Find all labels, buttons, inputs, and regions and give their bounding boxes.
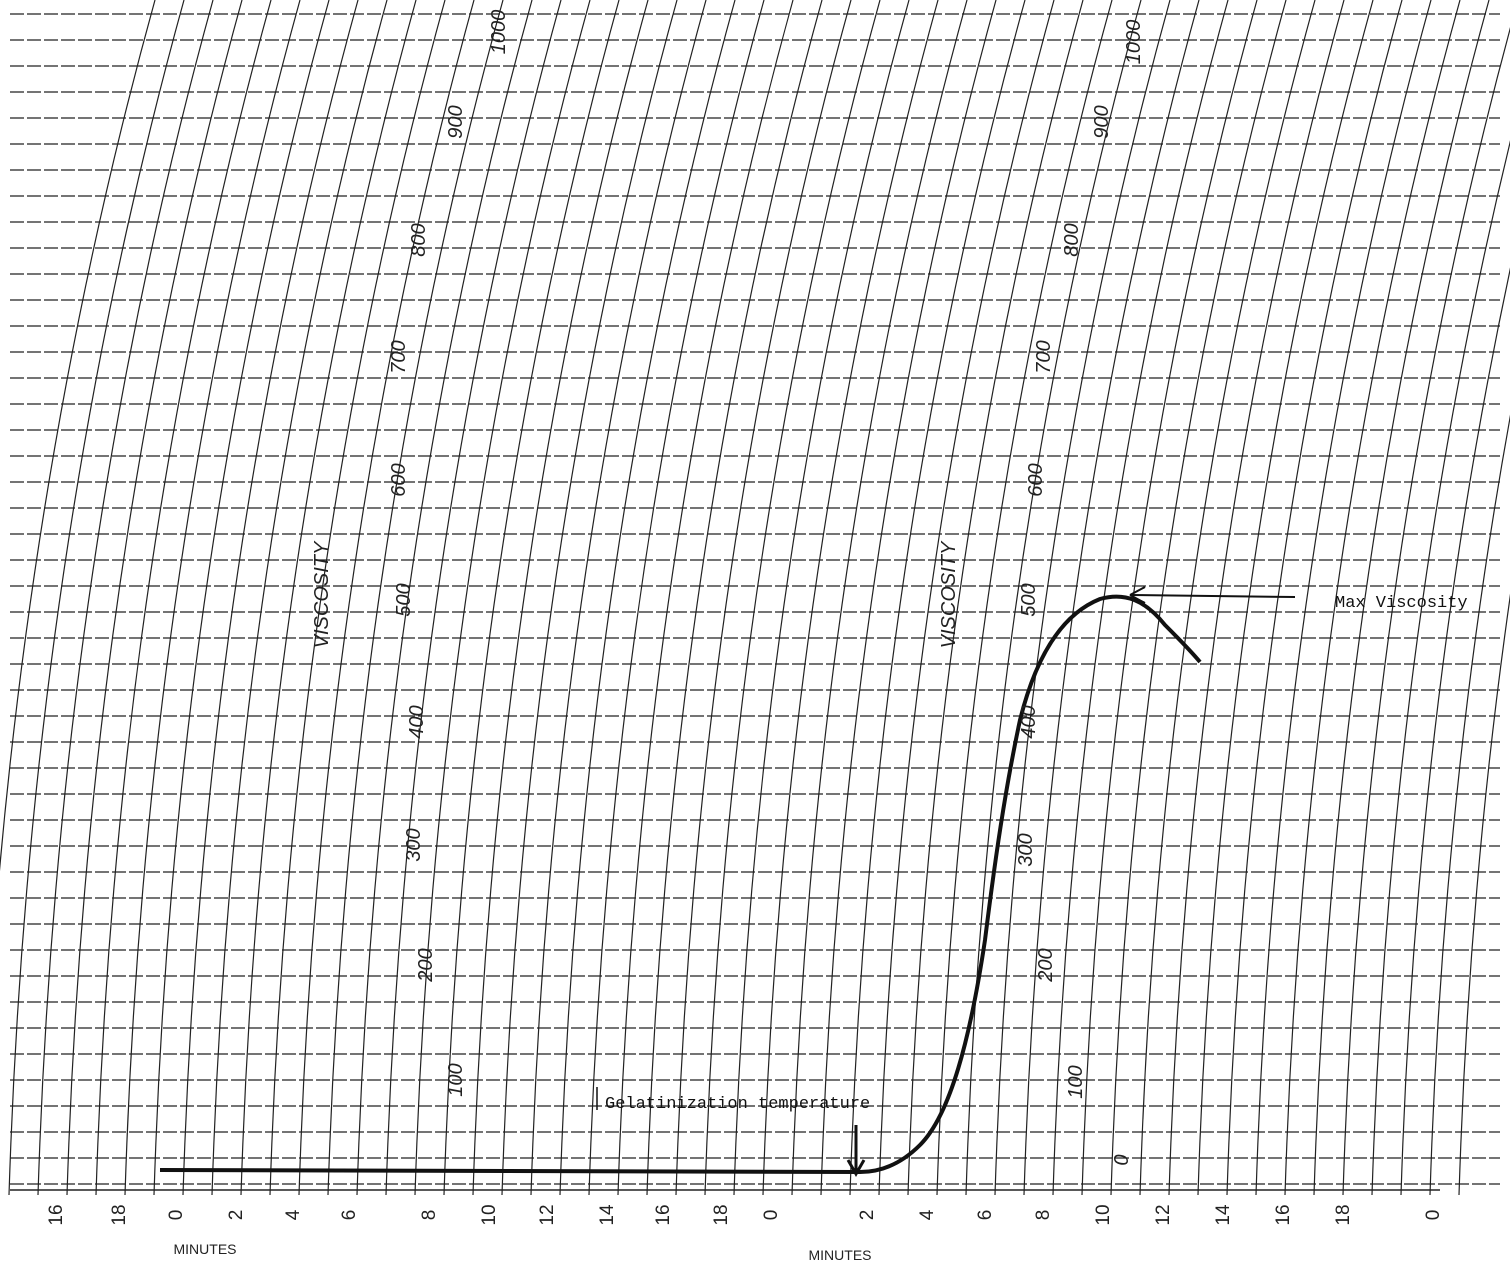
minute-tick-label: 10 <box>479 1204 500 1225</box>
viscosity-scale-label: 100 <box>1065 1065 1087 1098</box>
minute-tick-label: 4 <box>283 1209 304 1220</box>
arc-grid-line <box>502 0 677 1195</box>
arc-grid-line <box>531 0 706 1195</box>
viscosity-scale-label: 400 <box>1018 705 1040 738</box>
arc-grid-line <box>67 0 242 1195</box>
minute-tick-label: 6 <box>975 1210 996 1221</box>
arc-grid-line <box>0 0 155 1195</box>
arc-grid-line <box>1053 0 1228 1195</box>
minute-tick-label: 18 <box>109 1204 130 1225</box>
minute-tick-label: 14 <box>597 1204 618 1226</box>
minute-tick-label: 2 <box>226 1210 247 1221</box>
viscosity-scale-label: 200 <box>1035 948 1057 982</box>
minute-tick-label: 18 <box>711 1204 732 1225</box>
minute-tick-label: 16 <box>46 1204 67 1225</box>
arc-grid-line <box>560 0 735 1195</box>
minute-tick-label: 16 <box>1273 1204 1294 1225</box>
max-arrow <box>1130 595 1295 597</box>
minute-tick-label: 4 <box>917 1209 938 1220</box>
arc-grid-line <box>9 0 184 1195</box>
minute-tick-label: 18 <box>1333 1204 1354 1225</box>
viscosity-scale-label: 300 <box>403 828 425 861</box>
minute-tick-label: 14 <box>1213 1204 1234 1226</box>
viscosity-scale-label: 500 <box>393 583 415 616</box>
viscosity-scale-label: 100 <box>445 1063 467 1096</box>
arc-grid-line <box>125 0 300 1195</box>
arc-grid-line <box>618 0 793 1195</box>
max-label: Max Viscosity <box>1335 594 1468 613</box>
arc-grid-line <box>763 0 938 1195</box>
viscosity-scale-label: 200 <box>415 948 437 982</box>
gel-label: Gelatinization temperature <box>605 1095 870 1114</box>
arc-grid-line <box>473 0 648 1195</box>
viscosity-scale-label: 1000 <box>488 10 510 55</box>
arc-grid-line <box>270 0 445 1195</box>
arc-grid-line <box>38 0 213 1195</box>
minute-tick-label: 0 <box>1423 1210 1444 1221</box>
viscosity-scale-label: 600 <box>388 463 410 496</box>
viscosity-scale-label: 300 <box>1015 833 1037 866</box>
viscosity-axis-label: VISCOSITY <box>311 540 333 648</box>
viscosity-scale-label: 1000 <box>1123 20 1145 65</box>
viscosity-scale-label: 500 <box>1018 583 1040 616</box>
arc-grid-line <box>415 0 590 1195</box>
arc-grid-line <box>647 0 822 1195</box>
minute-tick-label: 2 <box>857 1210 878 1221</box>
viscosity-scale-label: 700 <box>1033 340 1055 373</box>
viscosity-scale-label: 900 <box>1091 105 1113 138</box>
minute-tick-label: 6 <box>339 1210 360 1221</box>
amylograph-chart: Max Viscosity Gelatinization temperature… <box>0 0 1510 1274</box>
arc-grid-line <box>357 0 532 1195</box>
minute-tick-label: 10 <box>1093 1204 1114 1225</box>
viscosity-axis-label: VISCOSITY <box>938 540 960 648</box>
arc-grid-line <box>96 0 271 1195</box>
labels: 1002003004005006007008009001000010020030… <box>46 10 1444 1263</box>
minutes-caption: MINUTES <box>809 1247 872 1263</box>
arc-grid-line <box>705 0 880 1195</box>
arc-grid-line <box>908 0 1083 1195</box>
minute-tick-label: 12 <box>1153 1204 1174 1225</box>
minute-tick-label: 16 <box>653 1204 674 1225</box>
minute-tick-label: 0 <box>166 1210 187 1221</box>
arc-grid-line <box>154 0 329 1195</box>
minutes-caption: MINUTES <box>174 1241 237 1257</box>
viscosity-scale-label: 400 <box>406 705 428 738</box>
minute-tick-label: 0 <box>761 1210 782 1221</box>
viscosity-scale-label: 800 <box>408 223 430 256</box>
viscosity-scale-label: 900 <box>445 105 467 138</box>
minute-tick-label: 12 <box>537 1204 558 1225</box>
viscosity-scale-label: 0 <box>1111 1154 1133 1165</box>
arc-grid-line <box>212 0 387 1195</box>
arc-grid-line <box>328 0 503 1195</box>
minute-tick-label: 8 <box>419 1210 440 1221</box>
viscosity-scale-label: 800 <box>1061 223 1083 256</box>
viscosity-scale-label: 600 <box>1025 463 1047 496</box>
minute-tick-label: 8 <box>1033 1210 1054 1221</box>
arc-grid-line <box>734 0 909 1195</box>
arc-grid-line <box>676 0 851 1195</box>
arc-grid-line <box>589 0 764 1195</box>
arc-grid-line <box>444 0 619 1195</box>
viscosity-scale-label: 700 <box>388 340 410 373</box>
